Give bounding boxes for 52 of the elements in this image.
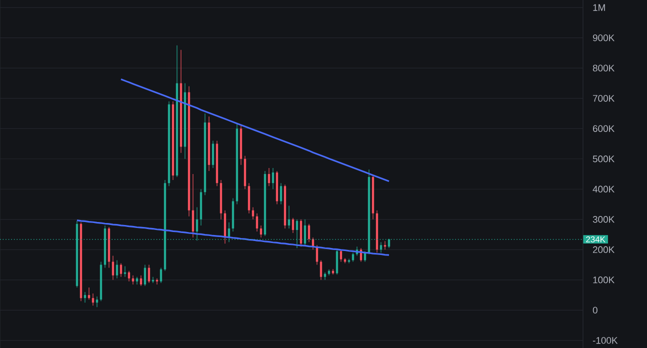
candlestick — [324, 272, 326, 280]
y-tick-label: 700K — [593, 94, 615, 102]
y-tick-label: 300K — [592, 216, 615, 223]
candlestick — [384, 240, 386, 250]
candlestick — [160, 268, 162, 284]
y-tick-label: 200K — [592, 246, 615, 254]
candlestick — [132, 275, 134, 285]
candlestick — [92, 293, 94, 306]
y-tick-label: 100K — [593, 276, 615, 284]
candlestick — [192, 174, 194, 238]
candlestick — [140, 275, 142, 286]
candlestick — [96, 296, 98, 308]
y-tick-label: 500K — [592, 156, 615, 162]
candlestick — [88, 287, 90, 300]
candlestick — [84, 292, 86, 303]
candlestick — [212, 140, 214, 168]
candlestick — [260, 225, 262, 238]
candlestick — [340, 249, 342, 262]
candlestick — [156, 278, 158, 285]
y-tick-label: -100K — [592, 337, 618, 344]
candlestick — [120, 262, 122, 278]
ref-line-label: 234K — [586, 236, 606, 242]
y-tick-label: 900K — [592, 34, 615, 42]
candlestick — [252, 206, 254, 220]
candlestick — [336, 249, 338, 275]
candlestick — [300, 219, 302, 247]
candlestick — [116, 260, 118, 279]
candlestick — [152, 276, 154, 284]
y-tick-label: 1M — [593, 4, 605, 11]
candlestick — [128, 270, 130, 282]
candlestick — [144, 264, 146, 286]
y-tick-label: 600K — [593, 125, 615, 132]
candlestick — [352, 252, 354, 262]
candlestick — [292, 218, 294, 234]
candlestick — [308, 224, 310, 242]
candlestick — [380, 242, 382, 253]
candlestick — [148, 264, 150, 284]
candlestick — [112, 255, 114, 280]
candlestick — [320, 260, 322, 280]
candlestick — [136, 276, 138, 285]
candlestick — [344, 258, 346, 264]
candlestick — [288, 205, 290, 229]
candlestick — [332, 268, 334, 275]
y-tick-label: 800K — [592, 64, 615, 72]
candlestick — [256, 213, 258, 232]
candlestick — [348, 258, 350, 264]
y-tick-label: 0 — [592, 306, 598, 314]
candlestick — [280, 182, 282, 205]
candlestick — [268, 168, 270, 186]
candlestick — [272, 168, 274, 190]
y-tick-label: 400K — [592, 186, 615, 192]
candlestick — [124, 266, 126, 278]
